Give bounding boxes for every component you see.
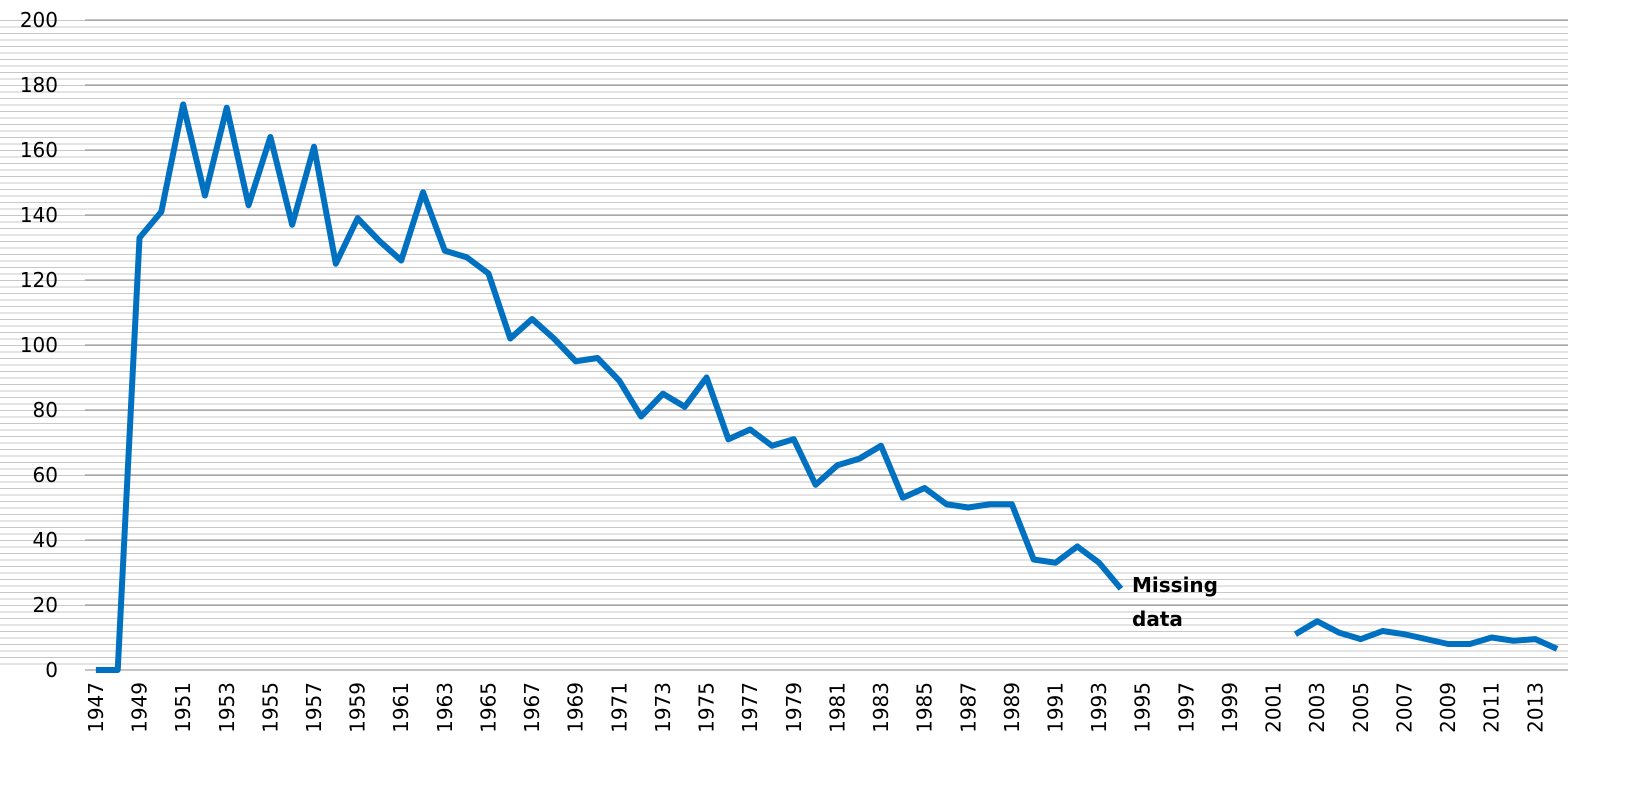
x-tick-label: 1997 xyxy=(1174,682,1198,733)
x-tick-label: 1953 xyxy=(215,682,239,733)
x-tick-label: 1993 xyxy=(1087,682,1111,733)
x-tick-label: 1985 xyxy=(913,682,937,733)
x-tick-label: 1955 xyxy=(258,682,282,733)
x-tick-label: 1951 xyxy=(171,682,195,733)
y-tick-label: 180 xyxy=(20,73,58,97)
x-tick-label: 1967 xyxy=(520,682,544,733)
y-tick-label: 80 xyxy=(33,398,58,422)
y-tick-label: 0 xyxy=(45,658,58,682)
x-tick-label: 1999 xyxy=(1218,682,1242,733)
x-tick-label: 2013 xyxy=(1523,682,1547,733)
x-tick-label: 1991 xyxy=(1043,682,1067,733)
x-tick-label: 1949 xyxy=(128,682,152,733)
x-tick-label: 1957 xyxy=(302,682,326,733)
y-tick-label: 160 xyxy=(20,138,58,162)
x-tick-label: 2005 xyxy=(1349,682,1373,733)
x-tick-label: 1965 xyxy=(476,682,500,733)
x-tick-label: 1971 xyxy=(607,682,631,733)
y-tick-label: 40 xyxy=(33,528,58,552)
x-tick-label: 1977 xyxy=(738,682,762,733)
x-tick-label: 1995 xyxy=(1131,682,1155,733)
x-tick-label: 1989 xyxy=(1000,682,1024,733)
y-tick-label: 140 xyxy=(20,203,58,227)
x-tick-label: 1959 xyxy=(346,682,370,733)
x-tick-label: 2009 xyxy=(1436,682,1460,733)
plot: 0 20 40 60 80 100 120 140 160 180 200 1947 1949 1951 1… xyxy=(20,8,1568,733)
x-tick-label: 2007 xyxy=(1392,682,1416,733)
x-tick-label: 1975 xyxy=(695,682,719,733)
x-tick-label: 1979 xyxy=(782,682,806,733)
annotation: Missing data xyxy=(1132,573,1218,631)
x-tick-label: 1961 xyxy=(389,682,413,733)
x-tick-label: 2003 xyxy=(1305,682,1329,733)
x-tick-label: 2011 xyxy=(1480,682,1504,733)
y-tick-label: 100 xyxy=(20,333,58,357)
data-line xyxy=(95,101,1559,673)
x-tick-label: 1981 xyxy=(825,682,849,733)
x-tick-label: 1987 xyxy=(956,682,980,733)
y-tick-label: 20 xyxy=(33,593,58,617)
x-tick-label: 1963 xyxy=(433,682,457,733)
x-tick-label: 1969 xyxy=(564,682,588,733)
y-tick-label: 60 xyxy=(33,463,58,487)
y-tick-label: 120 xyxy=(20,268,58,292)
x-tick-label: 1947 xyxy=(84,682,108,733)
x-tick-label: 1983 xyxy=(869,682,893,733)
x-tick-label: 2001 xyxy=(1262,682,1286,733)
y-tick-label: 200 xyxy=(20,8,58,32)
x-tick-label: 1973 xyxy=(651,682,675,733)
